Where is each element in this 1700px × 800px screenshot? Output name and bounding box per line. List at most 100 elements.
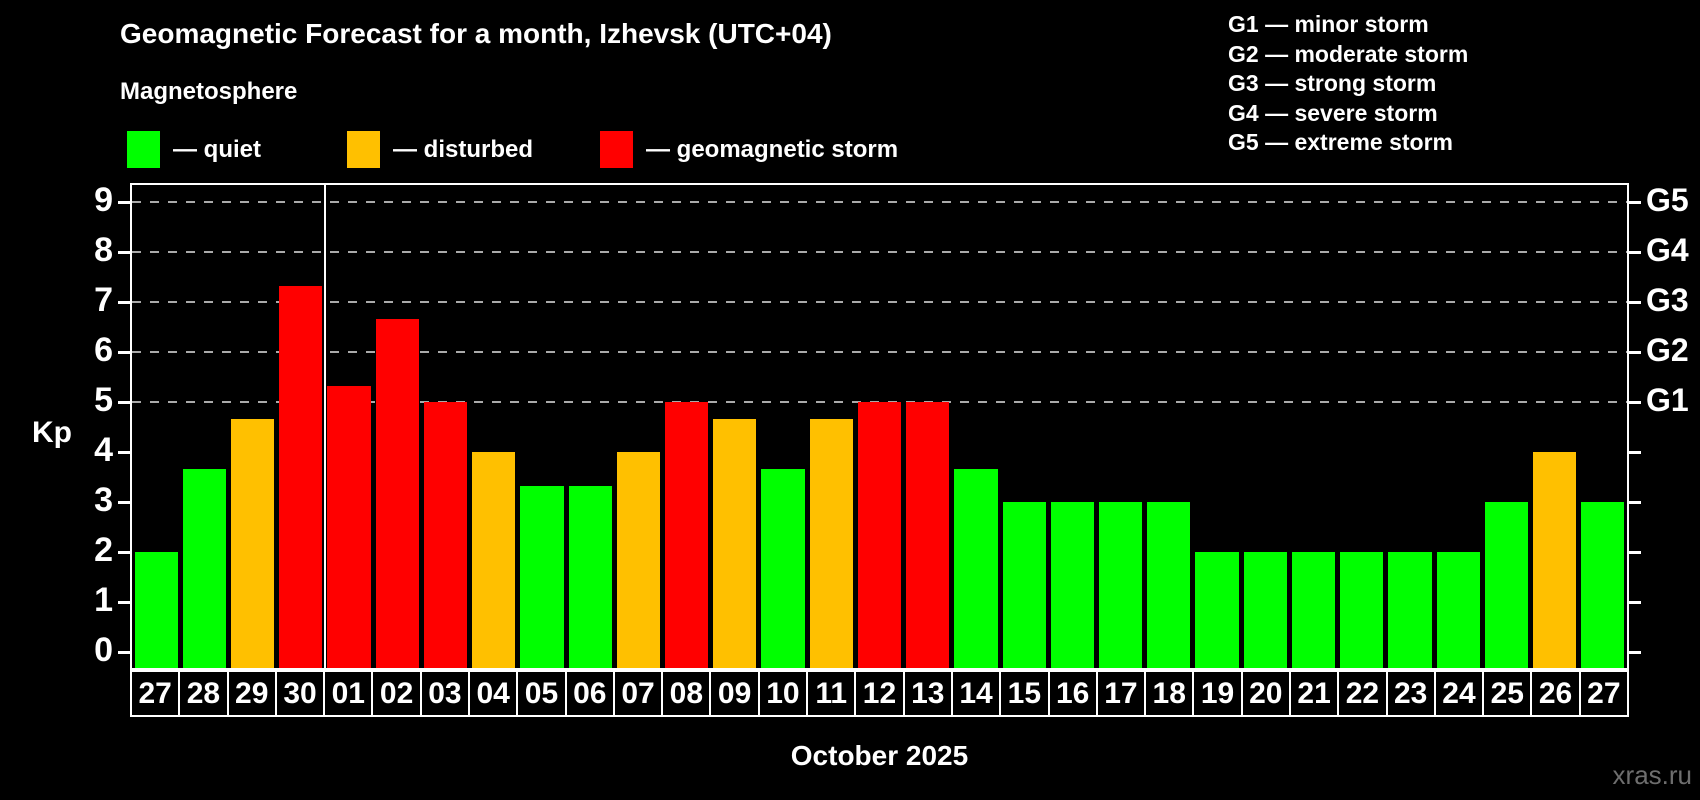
day-label-08: 08: [663, 672, 710, 715]
right-axis-label-g5: G5: [1646, 182, 1689, 218]
right-axis-label-g1: G1: [1646, 382, 1689, 418]
day-label-10: 10: [759, 672, 807, 715]
storm-scale-g3: G3 — strong storm: [1228, 70, 1437, 96]
month-separator-line: [323, 185, 326, 668]
day-label-17: 17: [1097, 672, 1145, 715]
kp-bar-day-14: [954, 468, 998, 668]
x-axis-day-labels: 27 28 29 30 01 02 03 04 05 06 07 08 09 10 11 12 13 14 15 16…: [130, 670, 1629, 717]
y-tick-right-4: [1629, 451, 1641, 454]
plot-area: [130, 183, 1629, 670]
y-tick-right-9: [1629, 201, 1641, 204]
right-axis-label-g4: G4: [1646, 232, 1689, 268]
kp-bar-day-18: [1147, 502, 1191, 668]
day-label-18: 18: [1146, 672, 1193, 715]
day-label-16: 16: [1049, 672, 1096, 715]
y-tick-label-4: 4: [94, 431, 113, 469]
day-label-15: 15: [1001, 672, 1048, 715]
day-label-22: 22: [1339, 672, 1386, 715]
storm-scale-g2: G2 — moderate storm: [1228, 40, 1469, 67]
day-label-13: 13: [904, 672, 951, 715]
day-label-09: 09: [711, 672, 758, 715]
kp-bar-day-20: [1243, 552, 1287, 668]
legend-item-quiet: — quiet: [127, 131, 261, 168]
day-label-01: 01: [325, 672, 372, 715]
y-tick-left-9: [118, 201, 130, 204]
y-tick-right-7: [1629, 301, 1641, 304]
y-tick-left-7: [118, 301, 130, 304]
y-axis-label: Kp: [32, 416, 72, 449]
kp-bar-day-19: [1195, 552, 1239, 668]
day-label-27: 27: [132, 672, 179, 715]
gridline-kp6: [132, 351, 1627, 353]
gridline-kp9: [132, 201, 1627, 203]
kp-bar-day-03: [423, 402, 468, 668]
y-tick-left-6: [118, 351, 130, 354]
kp-bar-day-02: [375, 318, 419, 668]
y-tick-label-9: 9: [94, 181, 113, 219]
day-label-11: 11: [808, 672, 855, 715]
kp-bar-day-01: [327, 385, 371, 668]
y-tick-right-2: [1629, 551, 1641, 554]
kp-bar-day-21: [1291, 552, 1336, 668]
chart-subtitle: Magnetosphere: [120, 78, 298, 105]
chart-title: Geomagnetic Forecast for a month, Izhevs…: [120, 18, 832, 49]
y-tick-left-0: [118, 651, 130, 654]
day-label-06: 06: [566, 672, 613, 715]
gridline-kp7: [132, 301, 1627, 303]
kp-bar-day-24: [1436, 552, 1480, 668]
day-label-25: 25: [1484, 672, 1531, 715]
kp-bar-day-16: [1050, 502, 1094, 668]
kp-bar-day-09: [713, 418, 757, 668]
kp-bar-day-08: [664, 402, 709, 668]
day-label-29: 29: [228, 672, 275, 715]
y-tick-left-4: [118, 451, 130, 454]
kp-bar-day-25: [1484, 502, 1529, 668]
day-label-26: 26: [1532, 672, 1579, 715]
legend-label-disturbed: — disturbed: [393, 135, 534, 163]
y-tick-label-1: 1: [94, 581, 113, 619]
y-tick-label-6: 6: [94, 331, 113, 369]
kp-bar-day-27: [134, 552, 178, 668]
legend-label-quiet: — quiet: [173, 135, 261, 163]
kp-bar-day-05: [520, 485, 564, 668]
legend-item-disturbed: — disturbed: [347, 131, 533, 168]
kp-bar-day-12: [857, 402, 902, 668]
kp-bar-day-06: [568, 485, 612, 668]
watermark: xras.ru: [1612, 760, 1692, 790]
y-tick-label-0: 0: [94, 631, 113, 669]
day-label-04: 04: [470, 672, 517, 715]
y-tick-right-5: [1629, 401, 1641, 404]
day-label-03: 03: [421, 672, 469, 715]
kp-bar-day-13: [906, 402, 950, 668]
day-label-27: 27: [1580, 672, 1627, 715]
day-label-05: 05: [518, 672, 565, 715]
day-label-23: 23: [1387, 672, 1434, 715]
y-tick-right-8: [1629, 251, 1641, 254]
gridline-kp8: [132, 251, 1627, 253]
kp-bar-day-27: [1581, 502, 1625, 668]
y-tick-left-8: [118, 251, 130, 254]
kp-bar-day-23: [1388, 552, 1432, 668]
y-tick-right-1: [1629, 601, 1641, 604]
day-label-19: 19: [1194, 672, 1241, 715]
storm-scale-g4: G4 — severe storm: [1228, 99, 1438, 126]
storm-color-swatch: [600, 131, 633, 168]
y-tick-label-3: 3: [94, 481, 113, 519]
day-label-12: 12: [856, 672, 903, 715]
kp-bar-day-10: [761, 468, 805, 668]
y-tick-label-5: 5: [94, 381, 113, 419]
day-label-28: 28: [180, 672, 227, 715]
y-tick-right-3: [1629, 501, 1641, 504]
kp-bar-day-22: [1340, 552, 1384, 668]
day-label-21: 21: [1290, 672, 1338, 715]
kp-bar-day-30: [279, 285, 323, 668]
day-label-30: 30: [276, 672, 324, 715]
kp-bar-day-28: [182, 468, 226, 668]
kp-bar-day-29: [230, 418, 275, 668]
day-label-14: 14: [952, 672, 1000, 715]
y-tick-left-3: [118, 501, 130, 504]
y-tick-label-7: 7: [94, 281, 113, 319]
y-tick-left-1: [118, 601, 130, 604]
right-axis-label-g2: G2: [1646, 332, 1689, 368]
